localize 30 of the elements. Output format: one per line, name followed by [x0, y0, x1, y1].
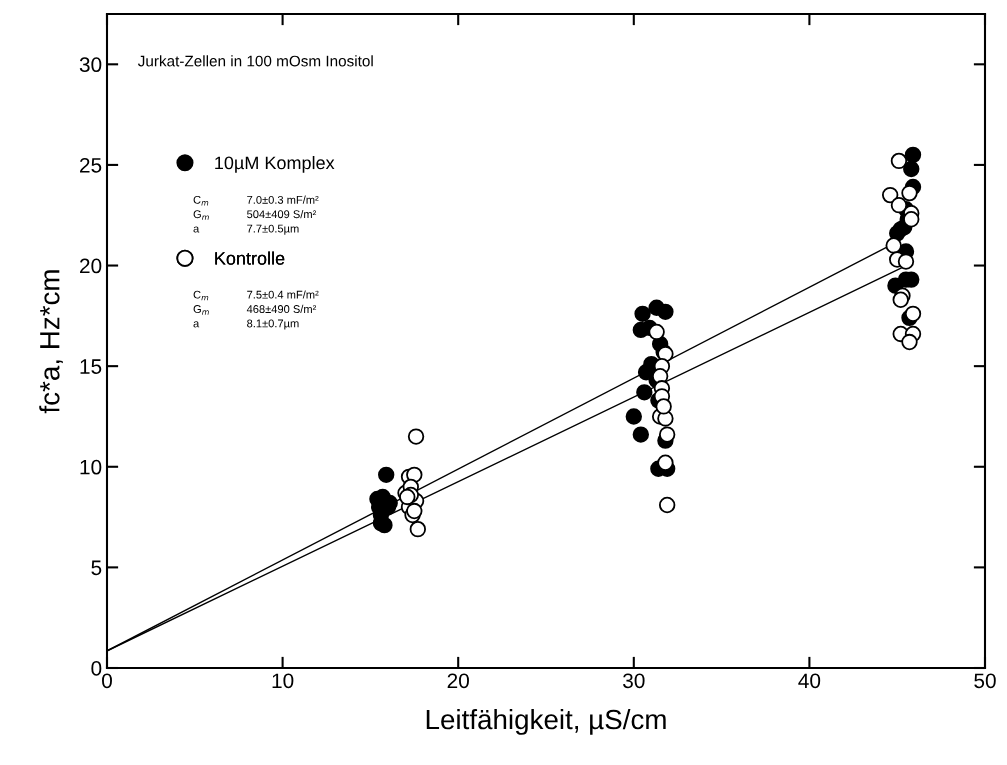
legend-label: 10µM Komplex — [215, 156, 335, 173]
x-tick-label: 10 — [272, 673, 294, 689]
x-tick-label: 20 — [447, 673, 469, 689]
annotation: 7.7±0.5µm — [247, 224, 299, 235]
legend-label: Kontrolle — [215, 251, 285, 265]
y-tick-label: 0 — [91, 661, 102, 676]
annotation: C$_{m}$ — [193, 290, 209, 301]
y-tick-label: 10 — [80, 459, 102, 475]
x-tick-label: 50 — [974, 673, 996, 689]
y-tick-label: 15 — [80, 359, 102, 374]
annotation: 8.1±0.7µm — [247, 319, 299, 330]
annotation: Jurkat-Zellen in 100 mOsm Inositol — [137, 55, 373, 67]
x-axis-title: Leitfähigkeit, µS/cm — [426, 708, 666, 735]
annotation: 504±409 S/m² — [247, 210, 317, 219]
y-tick-label: 20 — [80, 258, 102, 274]
annotation: G$_{m}$ — [193, 305, 209, 315]
x-tick-label: 0 — [102, 673, 112, 689]
x-tick-label: 40 — [798, 673, 821, 689]
y-tick-label: 25 — [80, 157, 102, 173]
annotation: G$_{m}$ — [193, 210, 209, 220]
annotation: C$_{m}$ — [193, 195, 209, 206]
x-tick-label: 30 — [623, 673, 645, 689]
annotation: a — [193, 321, 200, 328]
annotation: 7.5±0.4 mF/m² — [247, 290, 319, 299]
annotation: a — [193, 226, 200, 233]
annotation: 468±490 S/m² — [246, 304, 317, 313]
y-tick-label: 5 — [91, 560, 102, 576]
y-axis-title: fc*a, Hz*cm — [39, 270, 63, 414]
annotation: 7.0±0.3 mF/m² — [247, 195, 319, 204]
y-tick-label: 30 — [79, 57, 102, 73]
